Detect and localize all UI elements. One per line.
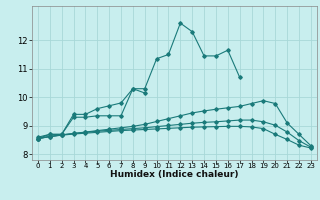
X-axis label: Humidex (Indice chaleur): Humidex (Indice chaleur) [110, 170, 239, 179]
